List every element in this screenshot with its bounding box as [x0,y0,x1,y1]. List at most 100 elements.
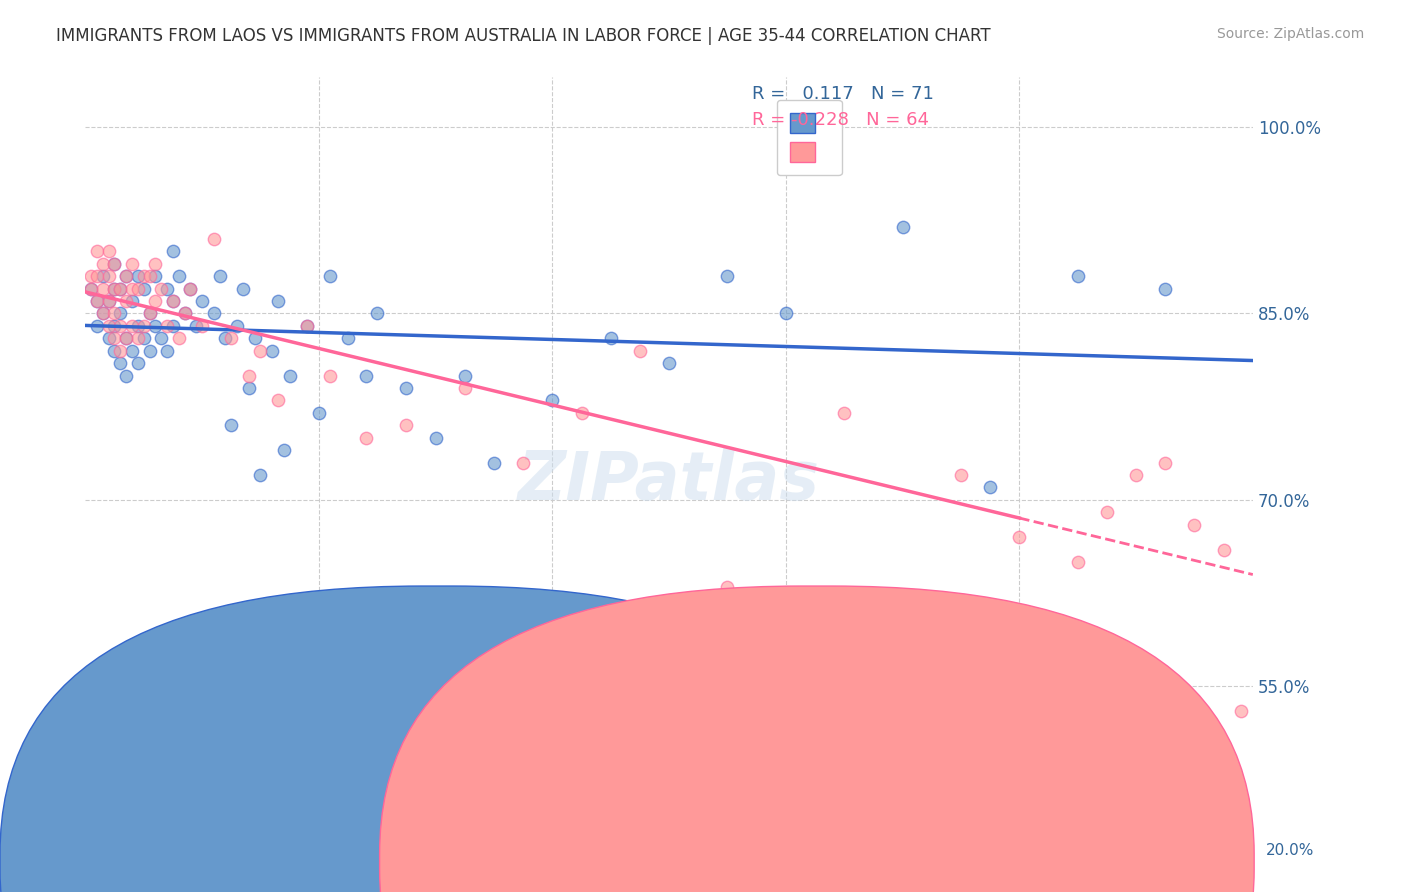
Point [80,269,103,284]
Point [832,406,855,420]
Point [115,331,138,345]
Point [132,318,155,333]
Point [202,306,225,320]
Text: IMMIGRANTS FROM LAOS VS IMMIGRANTS FROM AUSTRALIA IN LABOR FORCE | AGE 35-44 COR: IMMIGRANTS FROM LAOS VS IMMIGRANTS FROM … [56,27,991,45]
Point [278,368,301,383]
Point [150,331,173,345]
Point [541,393,564,408]
Point [110,282,132,296]
Point [162,294,184,309]
Point [91,306,114,320]
Point [1095,505,1118,519]
Point [143,318,166,333]
Point [191,294,214,309]
Point [1212,542,1234,557]
Point [97,244,120,259]
Point [979,480,1001,494]
Point [103,318,125,333]
Point [179,282,201,296]
Point [97,331,120,345]
Point [110,318,132,333]
Text: R =   0.117   N = 71: R = 0.117 N = 71 [752,85,934,103]
Point [1125,468,1147,483]
Point [395,418,418,433]
Point [80,282,103,296]
Point [121,343,143,358]
Point [232,282,254,296]
Point [173,306,195,320]
Point [156,282,179,296]
Point [226,318,249,333]
Point [115,269,138,284]
Point [454,368,477,383]
Point [80,282,103,296]
Point [295,318,318,333]
Point [103,257,125,271]
Point [97,269,120,284]
Point [295,318,318,333]
Point [115,294,138,309]
Point [482,456,505,470]
Point [366,306,388,320]
Point [138,306,160,320]
Point [716,580,738,594]
Point [167,269,190,284]
Point [127,318,149,333]
Point [1008,530,1031,544]
Point [319,368,342,383]
Point [138,343,160,358]
Point [395,381,418,395]
Point [1184,517,1206,532]
Point [1230,704,1253,718]
Point [267,294,290,309]
Point [319,269,342,284]
Point [191,318,214,333]
Point [267,393,290,408]
Point [121,318,143,333]
Point [103,282,125,296]
Point [132,282,155,296]
Point [1154,456,1177,470]
Point [162,294,184,309]
Point [121,294,143,309]
Point [132,331,155,345]
Point [454,381,477,395]
Point [512,456,534,470]
Text: 20.0%: 20.0% [1267,843,1315,858]
Point [262,343,284,358]
Point [156,343,179,358]
Point [103,343,125,358]
Point [162,318,184,333]
Point [162,244,184,259]
Point [186,318,208,333]
Point [243,331,266,345]
Point [97,294,120,309]
Point [238,368,260,383]
Point [110,356,132,370]
Point [86,244,108,259]
Point [91,282,114,296]
Point [143,294,166,309]
Point [156,318,179,333]
Point [179,282,201,296]
Point [173,306,195,320]
Point [86,294,108,309]
Point [219,418,242,433]
Point [127,356,149,370]
Point [354,368,377,383]
Point [115,269,138,284]
Point [143,257,166,271]
Point [138,269,160,284]
Point [891,219,914,234]
Point [127,331,149,345]
Point [143,269,166,284]
Point [949,468,972,483]
Point [628,343,651,358]
Point [103,282,125,296]
Point [110,282,132,296]
Point [658,356,681,370]
Point [103,306,125,320]
Point [214,331,236,345]
Point [103,331,125,345]
Point [599,331,621,345]
